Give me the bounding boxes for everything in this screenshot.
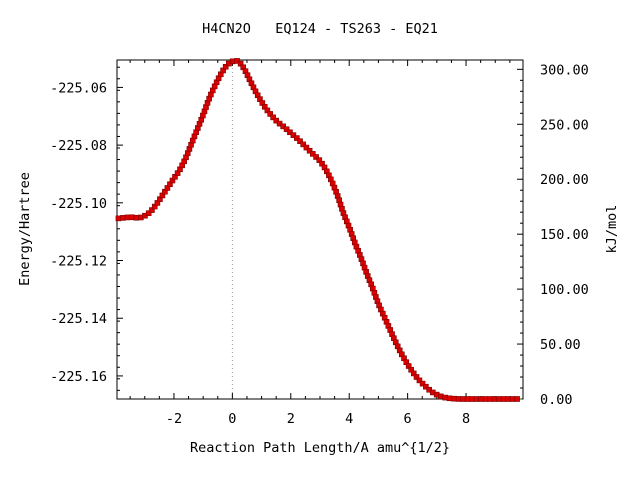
- y2-tick-label: 200.00: [540, 172, 589, 188]
- x-tick-label: -2: [166, 411, 182, 427]
- tick-labels: -2 0 2 4 6 8 -225.06 -225.08 -225.10 -225.12 -225.…: [50, 62, 589, 427]
- energy-point-marker: [267, 111, 274, 117]
- y-tick-label: -225.06: [50, 80, 107, 96]
- y-axis-label: Energy/Hartree: [17, 172, 33, 286]
- y2-axis-label: kJ/mol: [604, 205, 620, 254]
- y2-tick-label: 150.00: [540, 227, 589, 243]
- energy-point-marker: [270, 114, 276, 121]
- y-tick-label: -225.10: [50, 196, 107, 212]
- y2-tick-label: 50.00: [540, 337, 581, 353]
- energy-points: [115, 58, 520, 402]
- energy-point-marker: [297, 138, 303, 145]
- energy-point-marker: [287, 129, 293, 136]
- axis-ticks: [117, 60, 523, 400]
- energy-point-marker: [310, 151, 316, 157]
- energy-point-marker: [416, 377, 423, 384]
- energy-point-marker: [280, 123, 286, 130]
- y2-tick-label: 250.00: [540, 117, 589, 133]
- energy-point-marker: [300, 141, 307, 148]
- energy-point-marker: [306, 147, 313, 154]
- plot-area-frame: [116, 59, 524, 400]
- energy-point-marker: [264, 107, 271, 114]
- energy-point-marker: [303, 144, 310, 151]
- energy-point-marker: [514, 396, 520, 402]
- y-tick-label: -225.12: [50, 254, 107, 270]
- x-tick-label: 0: [228, 411, 236, 427]
- energy-point-marker: [222, 63, 229, 70]
- energy-point-marker: [419, 380, 426, 387]
- y2-tick-label: 100.00: [540, 282, 589, 298]
- energy-curve: [118, 60, 522, 400]
- x-tick-label: 2: [287, 411, 295, 427]
- energy-point-marker: [283, 126, 290, 133]
- y-tick-label: -225.14: [50, 311, 107, 327]
- y2-tick-label: 0.00: [540, 392, 573, 408]
- energy-point-marker: [290, 132, 297, 138]
- chart-title: H4CN2O EQ124 - TS263 - EQ21: [202, 21, 438, 37]
- x-tick-label: 8: [462, 411, 470, 427]
- y-tick-label: -225.08: [50, 138, 107, 154]
- energy-point-marker: [294, 135, 300, 141]
- energy-point-marker: [413, 374, 420, 380]
- energy-point-marker: [313, 154, 319, 160]
- energy-point-marker: [273, 117, 280, 124]
- x-axis-label: Reaction Path Length/A amu^{1/2}: [190, 440, 450, 456]
- energy-point-marker: [149, 207, 155, 213]
- energy-point-marker: [423, 383, 429, 390]
- y2-tick-label: 300.00: [540, 62, 589, 78]
- y-tick-label: -225.16: [50, 369, 107, 385]
- x-tick-label: 4: [345, 411, 353, 427]
- x-tick-label: 6: [404, 411, 412, 427]
- energy-point-marker: [145, 210, 152, 216]
